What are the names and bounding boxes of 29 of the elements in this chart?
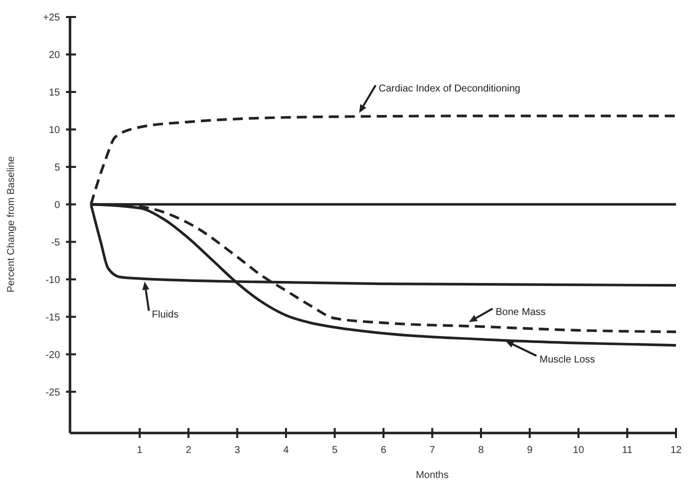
y-tick-label: 15	[48, 87, 60, 98]
y-tick-label: 10	[48, 124, 60, 136]
text: Fluids	[152, 309, 179, 320]
x-tick-label: 8	[478, 445, 484, 456]
x-tick-label: 2	[186, 445, 192, 456]
y-tick-label: -25	[46, 387, 60, 398]
y-tick-label: 20	[48, 50, 60, 61]
x-tick-label: 9	[526, 445, 533, 456]
y-axis-title: Percent Change from Baseline	[6, 156, 17, 292]
y-tick-label: -20	[46, 350, 60, 361]
x-tick-label: 10	[572, 445, 584, 456]
legend-label: Bone Mass	[496, 307, 546, 318]
y-tick-label: -10	[46, 274, 60, 286]
y-tick-label: 5	[54, 162, 60, 174]
y-tick-label: +25	[43, 12, 60, 24]
y-tick-label: 0	[54, 200, 60, 211]
x-tick-label: 6	[380, 445, 387, 456]
x-tick-label: 5	[332, 445, 338, 456]
x-tick-label: 3	[234, 445, 240, 456]
x-tick-label: 7	[429, 445, 436, 456]
x-axis-title: Months	[416, 470, 449, 481]
x-tick-label: 11	[622, 445, 633, 456]
y-tick-label: -5	[51, 237, 60, 248]
y-tick-label: -15	[46, 312, 60, 324]
x-tick-label: 4	[283, 445, 290, 456]
x-tick-label: 1	[136, 445, 143, 456]
text: Cardiac Index of Deconditioning	[378, 84, 520, 95]
x-tick-label: 12	[670, 445, 682, 456]
series-label: Muscle Loss	[539, 354, 596, 366]
